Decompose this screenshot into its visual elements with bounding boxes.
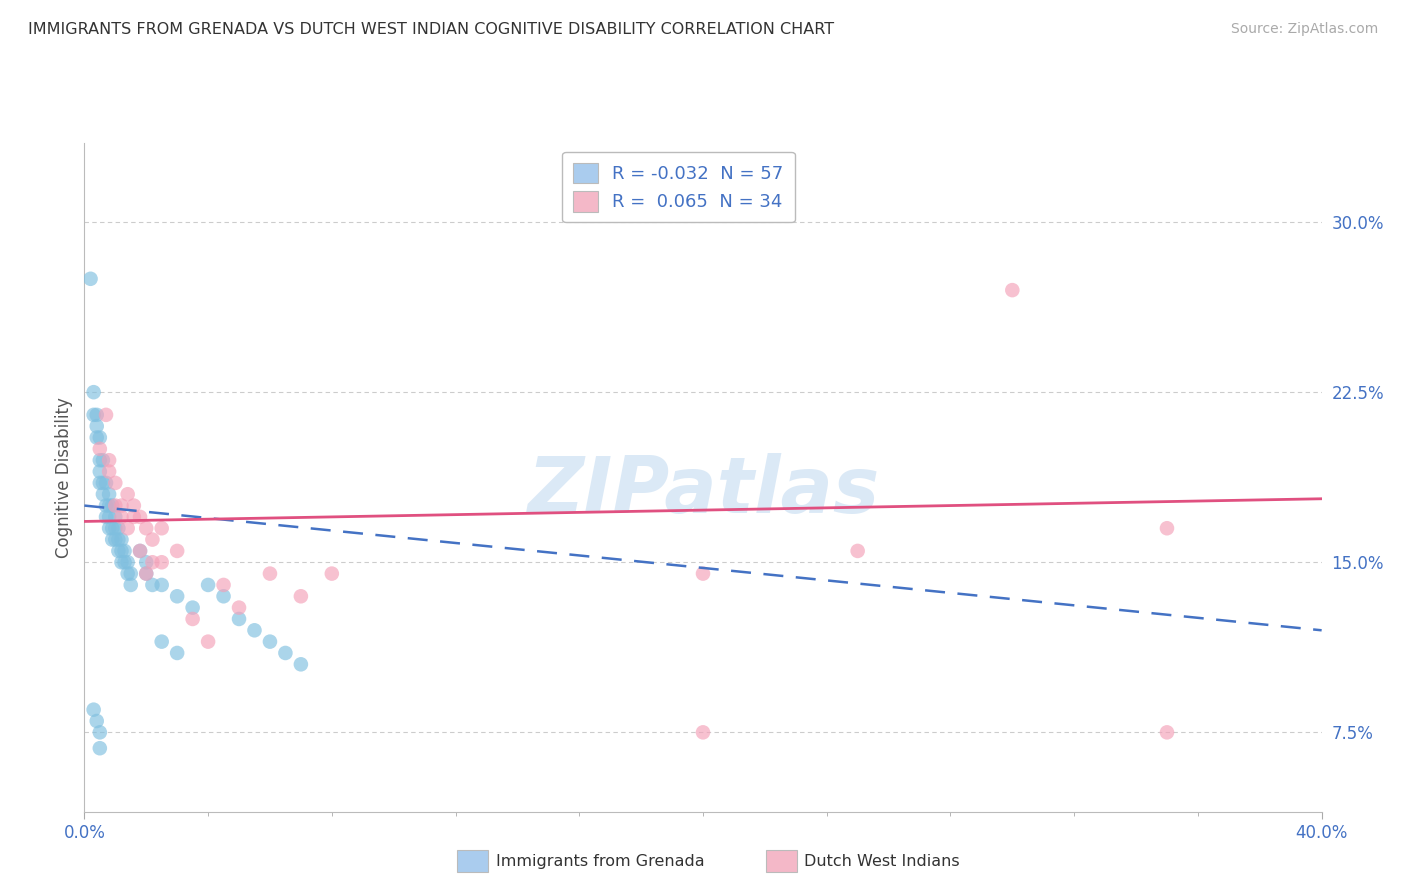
- Point: [290, 589, 312, 603]
- Point: [91, 453, 114, 467]
- Point: [197, 634, 219, 648]
- Point: [117, 487, 139, 501]
- Point: [120, 578, 142, 592]
- Point: [89, 475, 111, 490]
- Point: [129, 544, 152, 558]
- Point: [181, 600, 204, 615]
- Point: [101, 533, 124, 547]
- Point: [141, 578, 163, 592]
- Point: [110, 499, 132, 513]
- Point: [101, 499, 124, 513]
- Point: [98, 453, 121, 467]
- Point: [846, 544, 869, 558]
- Point: [212, 578, 235, 592]
- Point: [98, 487, 121, 501]
- Point: [166, 544, 188, 558]
- Point: [94, 475, 117, 490]
- Point: [89, 442, 111, 456]
- Point: [141, 555, 163, 569]
- Point: [692, 725, 714, 739]
- Point: [135, 566, 157, 581]
- Point: [1001, 283, 1024, 297]
- Point: [89, 431, 111, 445]
- Point: [110, 533, 132, 547]
- Point: [83, 385, 105, 400]
- Point: [98, 521, 121, 535]
- Point: [86, 408, 108, 422]
- Point: [228, 612, 250, 626]
- Point: [166, 589, 188, 603]
- Point: [135, 566, 157, 581]
- Point: [101, 521, 124, 535]
- Point: [94, 499, 117, 513]
- Text: IMMIGRANTS FROM GRENADA VS DUTCH WEST INDIAN COGNITIVE DISABILITY CORRELATION CH: IMMIGRANTS FROM GRENADA VS DUTCH WEST IN…: [28, 22, 834, 37]
- Point: [86, 714, 108, 728]
- Point: [89, 465, 111, 479]
- Point: [110, 555, 132, 569]
- Point: [98, 509, 121, 524]
- Point: [104, 533, 127, 547]
- Point: [129, 544, 152, 558]
- Point: [104, 509, 127, 524]
- Point: [259, 566, 281, 581]
- Point: [259, 634, 281, 648]
- Point: [1156, 521, 1178, 535]
- Point: [150, 634, 173, 648]
- Point: [89, 741, 111, 756]
- Point: [274, 646, 297, 660]
- Legend: R = -0.032  N = 57, R =  0.065  N = 34: R = -0.032 N = 57, R = 0.065 N = 34: [562, 152, 794, 222]
- Point: [181, 612, 204, 626]
- Point: [117, 555, 139, 569]
- Point: [107, 521, 129, 535]
- Text: Dutch West Indians: Dutch West Indians: [804, 855, 960, 869]
- Point: [129, 509, 152, 524]
- Point: [228, 600, 250, 615]
- Point: [150, 555, 173, 569]
- Point: [122, 499, 145, 513]
- Text: ZIPatlas: ZIPatlas: [527, 452, 879, 529]
- Point: [98, 465, 121, 479]
- Text: Source: ZipAtlas.com: Source: ZipAtlas.com: [1230, 22, 1378, 37]
- Point: [107, 533, 129, 547]
- Point: [83, 703, 105, 717]
- Point: [104, 475, 127, 490]
- Point: [117, 566, 139, 581]
- Point: [83, 408, 105, 422]
- Point: [135, 555, 157, 569]
- Point: [150, 578, 173, 592]
- Point: [110, 544, 132, 558]
- Point: [290, 657, 312, 672]
- Point: [79, 272, 101, 286]
- Point: [89, 453, 111, 467]
- Y-axis label: Cognitive Disability: Cognitive Disability: [55, 397, 73, 558]
- Point: [1156, 725, 1178, 739]
- Point: [321, 566, 343, 581]
- Point: [104, 521, 127, 535]
- Point: [197, 578, 219, 592]
- Point: [91, 475, 114, 490]
- Point: [117, 521, 139, 535]
- Point: [212, 589, 235, 603]
- Point: [107, 544, 129, 558]
- Point: [135, 521, 157, 535]
- Point: [120, 566, 142, 581]
- Point: [91, 487, 114, 501]
- Point: [98, 499, 121, 513]
- Point: [94, 408, 117, 422]
- Point: [89, 725, 111, 739]
- Point: [104, 499, 127, 513]
- Point: [114, 544, 136, 558]
- Point: [86, 419, 108, 434]
- Point: [692, 566, 714, 581]
- Point: [141, 533, 163, 547]
- Point: [114, 555, 136, 569]
- Point: [122, 509, 145, 524]
- Point: [243, 624, 266, 638]
- Point: [94, 509, 117, 524]
- Point: [166, 646, 188, 660]
- Point: [110, 509, 132, 524]
- Point: [86, 431, 108, 445]
- Point: [150, 521, 173, 535]
- Text: Immigrants from Grenada: Immigrants from Grenada: [496, 855, 704, 869]
